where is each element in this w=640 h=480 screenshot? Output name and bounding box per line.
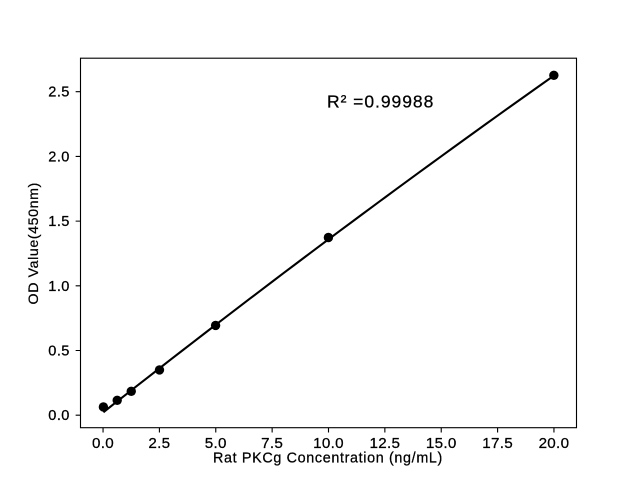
svg-text:12.5: 12.5 — [369, 435, 400, 452]
svg-text:0.0: 0.0 — [92, 435, 114, 452]
svg-text:R² =0.99988: R² =0.99988 — [327, 92, 434, 112]
svg-text:20.0: 20.0 — [539, 435, 570, 452]
svg-text:2.5: 2.5 — [48, 85, 70, 101]
svg-text:1.5: 1.5 — [48, 214, 70, 230]
svg-text:7.5: 7.5 — [261, 435, 283, 452]
svg-text:OD Value(450nm): OD Value(450nm) — [26, 182, 42, 304]
svg-text:17.5: 17.5 — [482, 435, 513, 452]
svg-text:Rat PKCg Concentration (ng/mL): Rat PKCg Concentration (ng/mL) — [213, 451, 443, 467]
svg-text:2.5: 2.5 — [148, 435, 170, 452]
svg-text:15.0: 15.0 — [426, 435, 457, 452]
svg-text:10.0: 10.0 — [313, 435, 344, 452]
svg-text:1.0: 1.0 — [48, 279, 70, 295]
svg-text:0.0: 0.0 — [48, 408, 70, 424]
svg-text:2.0: 2.0 — [48, 149, 70, 165]
svg-text:5.0: 5.0 — [205, 435, 227, 452]
svg-text:0.5: 0.5 — [48, 344, 70, 360]
